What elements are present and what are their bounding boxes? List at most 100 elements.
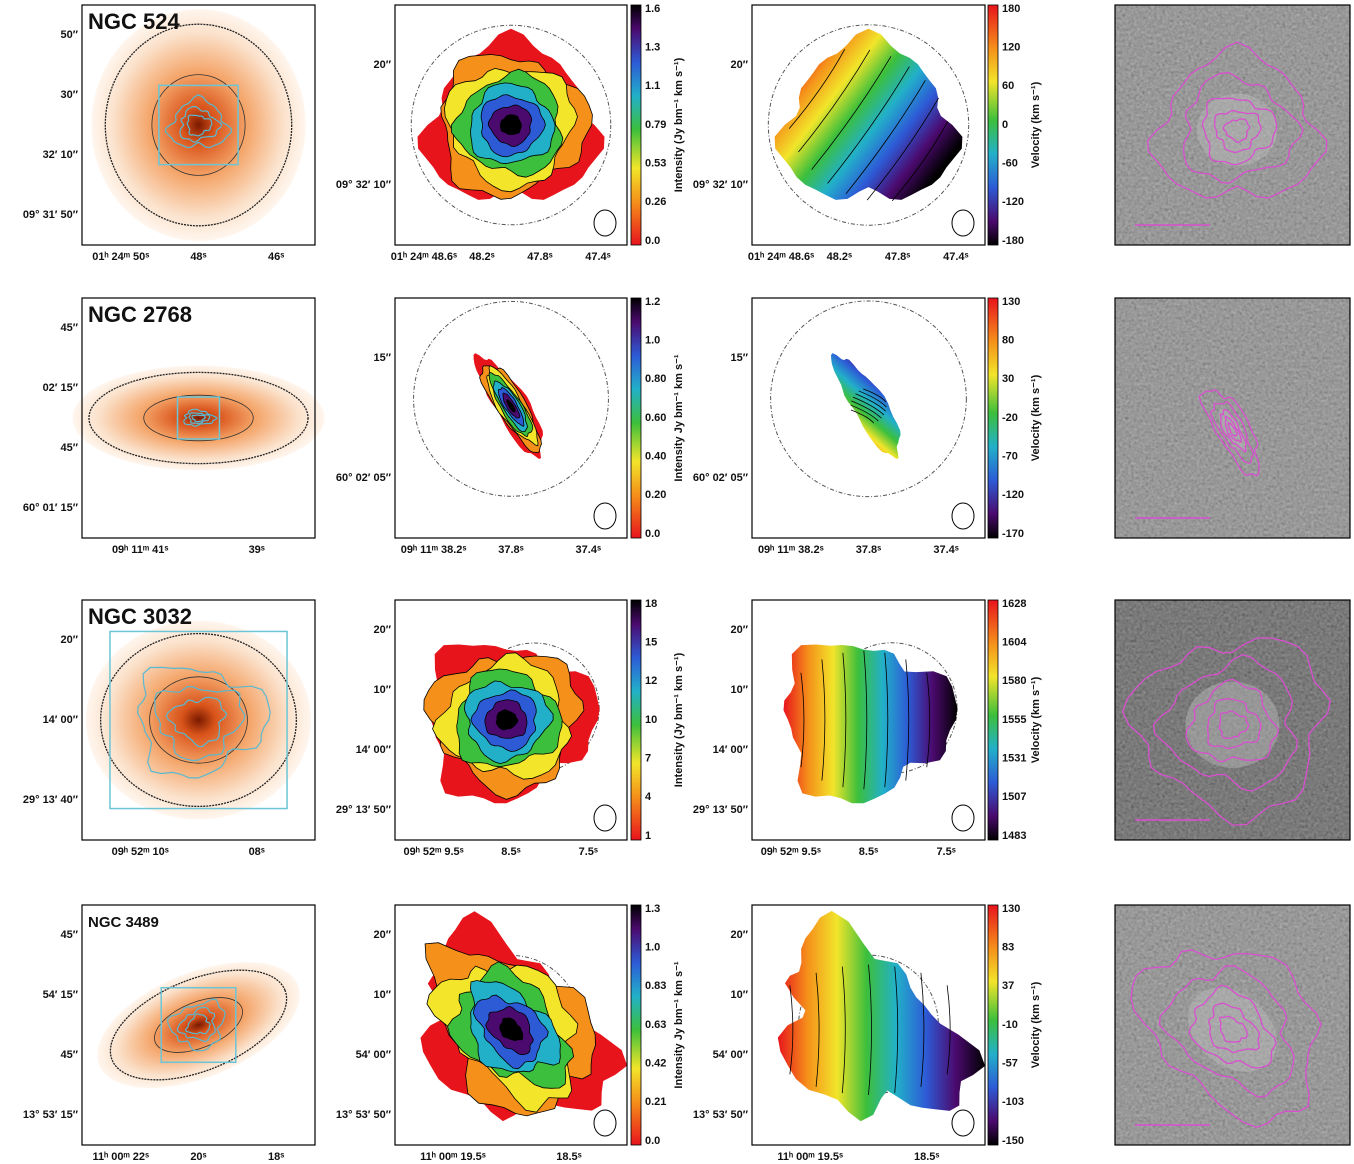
- co-contour: [154, 685, 246, 762]
- colorbar-label: Intensity Jy bm⁻¹ km s⁻¹: [673, 961, 685, 1088]
- y-tick-label: 13° 53′ 50″: [336, 1109, 392, 1121]
- isovelocity-contour: [850, 409, 875, 424]
- image-frame: [1114, 297, 1351, 539]
- colorbar-tick-label: 0.80: [645, 373, 666, 385]
- co-contour: [1130, 949, 1322, 1128]
- colorbar-tick-label: 120: [1002, 42, 1020, 54]
- colorbar-tick-label: 18: [645, 598, 657, 610]
- colorbar-tick-label: 1.3: [645, 903, 660, 915]
- isophote: [99, 632, 298, 808]
- colorbar-label: Intensity (Jy bm⁻¹ km s⁻¹): [673, 652, 685, 787]
- y-tick-label: 13° 53′ 15″: [23, 1109, 79, 1121]
- isophote: [104, 23, 293, 227]
- co-contour: [1222, 118, 1251, 143]
- y-tick-label: 10″: [373, 989, 391, 1001]
- y-tick-label: 20″: [730, 624, 748, 636]
- x-tick-label: 7.5ˢ: [936, 846, 955, 858]
- isovelocity-contour: [851, 400, 882, 419]
- colorbar-tick-label: -57: [1002, 1058, 1018, 1070]
- x-tick-label: 48ˢ: [190, 251, 206, 263]
- colorbar: [987, 4, 999, 246]
- galaxy-name: NGC 2768: [88, 302, 192, 327]
- x-tick-label: 01ʰ 24ᵐ 48.6ˢ: [748, 251, 814, 263]
- isovelocity-contour: [821, 659, 826, 781]
- x-tick-label: 09ʰ 11ᵐ 41ˢ: [112, 544, 169, 556]
- colorbar-tick-label: -103: [1002, 1096, 1024, 1108]
- colorbar-tick-label: 1507: [1002, 791, 1026, 803]
- co-contour: [165, 94, 232, 149]
- image-noise: [1115, 905, 1350, 1145]
- colorbar-tick-label: 0.79: [645, 119, 666, 131]
- colorbar-tick-label: 0: [1002, 119, 1008, 131]
- isovelocity-contour: [842, 652, 847, 788]
- image-glow: [1188, 987, 1277, 1072]
- y-tick-label: 30″: [60, 89, 78, 101]
- colorbar-tick-label: 1.2: [645, 296, 660, 308]
- isovelocity-contour: [811, 56, 892, 170]
- image-frame: [1114, 4, 1351, 246]
- colorbar-tick-label: 4: [645, 791, 652, 803]
- colorbar: [987, 599, 999, 841]
- x-tick-label: 09ʰ 52ᵐ 9.5ˢ: [404, 846, 464, 858]
- colorbar-tick-label: 83: [1002, 942, 1014, 954]
- isovelocity-contour: [789, 985, 794, 1075]
- beam: [593, 804, 617, 832]
- co-contour: [1213, 109, 1262, 153]
- y-tick-label: 10″: [730, 684, 748, 696]
- colorbar-tick-label: 1531: [1002, 753, 1026, 765]
- y-tick-label: 54′ 15″: [43, 989, 79, 1001]
- x-tick-label: 09ʰ 52ᵐ 9.5ˢ: [761, 846, 821, 858]
- co-contour: [1201, 97, 1278, 166]
- colorbar-tick-label: 80: [1002, 335, 1014, 347]
- colorbar-tick-label: 1.0: [645, 942, 660, 954]
- y-tick-label: 54′ 00″: [356, 1049, 392, 1061]
- x-tick-label: 8.5ˢ: [501, 846, 520, 858]
- isophote: [109, 969, 288, 1081]
- x-tick-label: 47.4ˢ: [943, 251, 969, 263]
- colorbar: [987, 297, 999, 539]
- colorbar-tick-label: 1628: [1002, 598, 1026, 610]
- x-tick-label: 37.4ˢ: [576, 544, 602, 556]
- y-tick-label: 45″: [60, 929, 78, 941]
- velocity-field: [831, 353, 901, 459]
- isovelocity-contour: [920, 972, 925, 1087]
- beam: [951, 1109, 975, 1137]
- colorbar-tick-label: 0.63: [645, 1019, 666, 1031]
- intensity-frame: [394, 599, 628, 841]
- isovelocity-contour: [798, 49, 871, 153]
- image-glow: [1185, 681, 1280, 768]
- isovelocity-contour: [850, 404, 879, 422]
- y-tick-label: 14′ 00″: [43, 714, 79, 726]
- x-tick-label: 47.8ˢ: [527, 251, 553, 263]
- y-tick-label: 45″: [60, 442, 78, 454]
- x-tick-label: 37.8ˢ: [856, 544, 882, 556]
- colorbar-tick-label: 60: [1002, 80, 1014, 92]
- colorbar-label: Velocity (km s⁻¹): [1030, 981, 1042, 1068]
- isovelocity-contour: [905, 659, 910, 781]
- co-contour: [1121, 637, 1331, 826]
- colorbar-tick-label: 10: [645, 714, 657, 726]
- optical-frame: [81, 599, 316, 841]
- y-tick-label: 20″: [730, 59, 748, 71]
- colorbar-tick-label: 0.0: [645, 1135, 660, 1147]
- colorbar-tick-label: -70: [1002, 451, 1018, 463]
- x-tick-label: 11ʰ 00ᵐ 19.5ˢ: [777, 1151, 843, 1163]
- optical-frame: [81, 297, 316, 539]
- y-tick-label: 32′ 10″: [43, 149, 79, 161]
- isophote: [88, 371, 309, 465]
- colorbar-tick-label: 130: [1002, 296, 1020, 308]
- colorbar-label: Velocity (km s⁻¹): [1030, 374, 1042, 461]
- x-tick-label: 08ˢ: [249, 846, 265, 858]
- y-tick-label: 09° 32′ 10″: [693, 179, 749, 191]
- map-region: [176, 396, 221, 440]
- y-tick-label: 09° 32′ 10″: [336, 179, 392, 191]
- isovelocity-contour: [891, 121, 949, 202]
- colorbar-tick-label: 0.21: [645, 1096, 666, 1108]
- y-tick-label: 10″: [373, 684, 391, 696]
- isovelocity-contour: [863, 388, 887, 403]
- isovelocity-contour: [884, 652, 889, 788]
- co-contour: [1210, 400, 1255, 465]
- intensity-level: [506, 399, 516, 413]
- colorbar: [630, 297, 642, 539]
- isophote: [149, 676, 248, 764]
